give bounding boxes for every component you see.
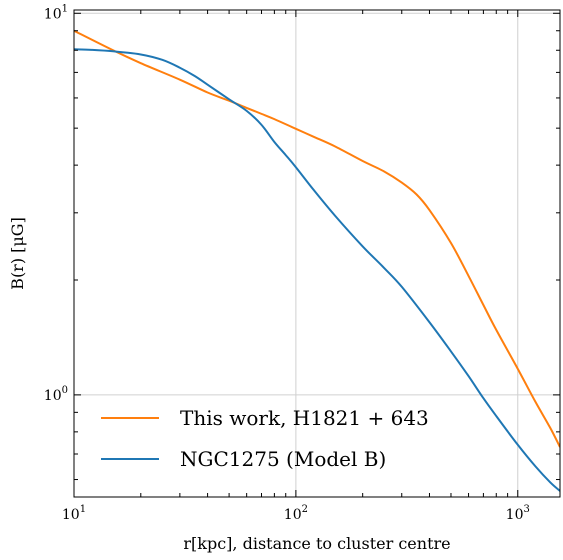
legend: This work, H1821 + 643 NGC1275 (Model B)	[101, 406, 429, 471]
plot-frame	[73, 9, 561, 498]
legend-label-this-work: This work, H1821 + 643	[180, 406, 429, 430]
series-group	[74, 29, 560, 492]
ticks: 101 102 103 100 101	[44, 3, 560, 523]
y-tick-label: 101	[44, 3, 68, 22]
x-axis-label: r[kpc], distance to cluster centre	[183, 534, 450, 553]
x-tick-label: 102	[284, 504, 308, 523]
x-tick-label: 103	[506, 504, 530, 523]
y-axis-label: B(r) [μG]	[8, 217, 27, 290]
legend-label-ngc1275: NGC1275 (Model B)	[180, 447, 386, 471]
y-tick-label: 100	[44, 385, 68, 404]
series-line-ngc1275	[74, 48, 560, 492]
x-tick-label: 101	[62, 504, 86, 523]
grid	[74, 10, 560, 497]
series-line-this-work	[74, 29, 560, 448]
